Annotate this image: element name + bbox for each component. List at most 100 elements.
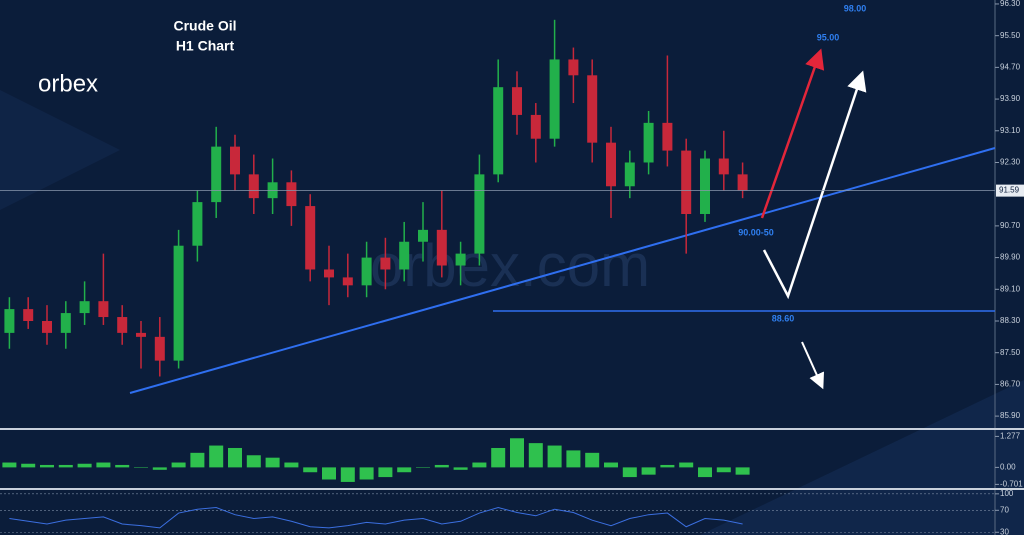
- macd-bar: [209, 445, 224, 468]
- candle-body: [681, 150, 692, 214]
- candle-body: [436, 229, 447, 266]
- macd-bar: [265, 457, 280, 468]
- y-tick-label: 100: [1000, 489, 1014, 498]
- candle-body: [399, 241, 410, 270]
- macd-bar: [547, 445, 562, 468]
- macd-bar: [528, 443, 543, 468]
- macd-bar: [453, 467, 468, 470]
- macd-bar: [491, 447, 506, 468]
- candle-body: [530, 114, 541, 139]
- macd-bar: [397, 467, 412, 473]
- candle-body: [60, 313, 71, 333]
- y-tick-label: 86.70: [1000, 380, 1021, 389]
- candle-body: [474, 174, 485, 254]
- candle-body: [136, 332, 146, 337]
- candle-body: [718, 158, 729, 175]
- y-tick-label: 89.90: [1000, 253, 1021, 262]
- candle-body: [624, 162, 635, 187]
- macd-bar: [340, 467, 355, 482]
- last-price-box: [996, 184, 1024, 197]
- y-tick-label: -0.701: [1000, 479, 1023, 488]
- arrow: [801, 341, 825, 390]
- candle-body: [192, 202, 203, 246]
- candle-body: [211, 146, 222, 203]
- y-tick-label: 1.277: [1000, 432, 1021, 441]
- macd-bar: [134, 467, 148, 468]
- y-tick-label: 92.30: [1000, 158, 1021, 167]
- candle-body: [512, 87, 522, 115]
- candle-body: [173, 245, 184, 361]
- macd-bar: [604, 462, 618, 468]
- y-tick-label: 87.50: [1000, 348, 1021, 357]
- macd-bar: [716, 467, 731, 473]
- macd-bar: [284, 462, 299, 468]
- macd-bar: [510, 438, 524, 468]
- candle-body: [361, 257, 372, 286]
- macd-bar: [40, 464, 54, 468]
- macd-bar: [303, 467, 318, 473]
- candle-body: [418, 229, 428, 242]
- macd-bar: [735, 467, 750, 475]
- candle-body: [23, 309, 34, 321]
- candle-body: [42, 321, 52, 333]
- macd-bar: [77, 463, 92, 468]
- macd-bar: [416, 467, 430, 468]
- watermark: orbex.com: [370, 232, 650, 299]
- y-tick-label: 85.90: [1000, 411, 1021, 420]
- y-tick-label: 93.90: [1000, 94, 1021, 103]
- candle-body: [117, 317, 128, 333]
- trendline: [129, 147, 996, 394]
- candle-body: [549, 59, 560, 139]
- candle-body: [324, 269, 334, 278]
- y-tick-label: 96.30: [1000, 0, 1021, 8]
- macd-bar: [698, 467, 712, 478]
- macd-bar: [246, 455, 261, 468]
- candle-body: [79, 301, 90, 314]
- macd-bar: [115, 464, 130, 468]
- macd-bar: [585, 452, 600, 468]
- chart-title: Crude Oil: [173, 18, 236, 34]
- macd-bar: [190, 452, 205, 468]
- candle-body: [154, 336, 165, 361]
- y-tick-label: 90.70: [1000, 221, 1021, 230]
- macd-bar: [378, 467, 393, 478]
- macd-bar: [21, 463, 36, 468]
- macd-bar: [660, 464, 675, 468]
- candle-body: [455, 253, 466, 266]
- candle-body: [342, 277, 353, 286]
- candle-body: [380, 257, 391, 270]
- arrow: [762, 70, 867, 300]
- y-tick-label: 0.00: [1000, 462, 1016, 471]
- candle-body: [4, 309, 15, 333]
- annotation: 95.00: [817, 32, 840, 42]
- candle-body: [662, 122, 673, 151]
- candle-body: [700, 158, 710, 214]
- y-tick-label: 70: [1000, 505, 1009, 514]
- macd-bar: [679, 462, 694, 468]
- macd-bar: [472, 462, 487, 468]
- y-tick-label: 30: [1000, 527, 1009, 535]
- macd-bar: [58, 464, 73, 468]
- candle-body: [643, 122, 654, 163]
- candle-body: [606, 142, 616, 187]
- arrow: [760, 48, 825, 219]
- logo: orbex: [38, 70, 98, 97]
- annotation: 90.00-50: [738, 227, 774, 237]
- chart-subtitle: H1 Chart: [176, 38, 235, 54]
- annotation: 98.00: [844, 3, 867, 13]
- macd-bar: [641, 467, 656, 475]
- candle-body: [737, 174, 748, 191]
- rsi-line: [9, 507, 743, 529]
- candle-body: [305, 206, 316, 270]
- y-tick-label: 88.30: [1000, 316, 1021, 325]
- candle-body: [98, 301, 109, 318]
- candle-body: [568, 59, 579, 76]
- macd-bar: [171, 462, 186, 468]
- macd-bar: [96, 462, 111, 468]
- macd-bar: [434, 464, 449, 468]
- macd-bar: [228, 447, 242, 468]
- candle-body: [493, 87, 504, 175]
- macd-bar: [2, 462, 17, 468]
- candle-body: [587, 75, 598, 143]
